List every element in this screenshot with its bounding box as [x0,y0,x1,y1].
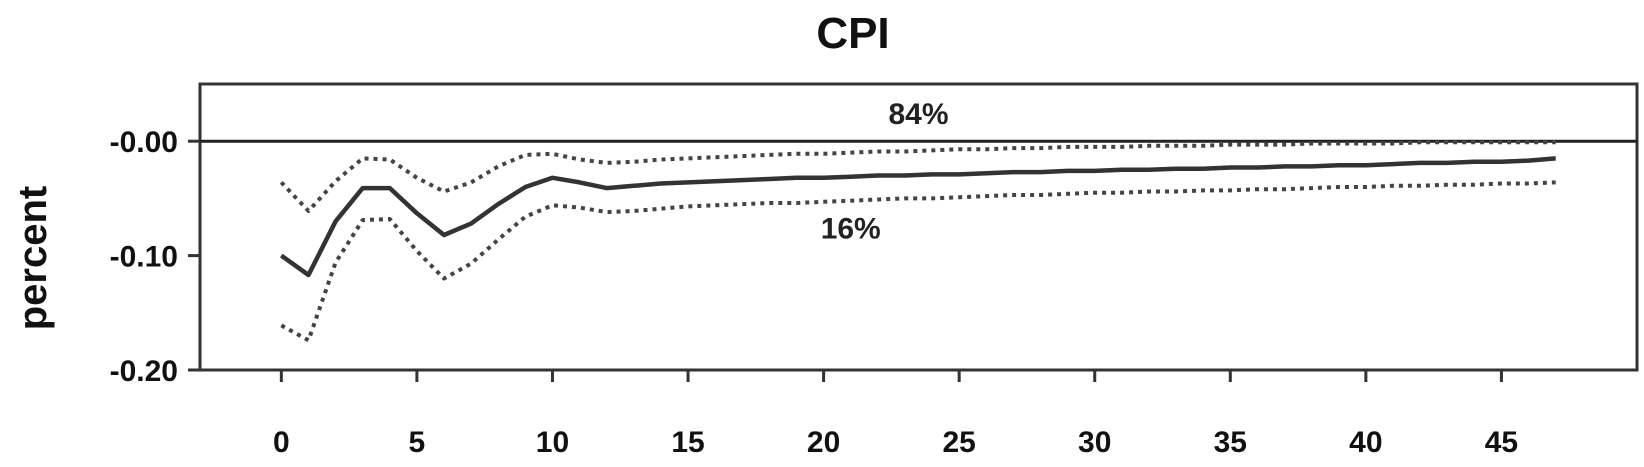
chart-title: CPI [816,9,889,58]
y-axis: -0.00 -0.10 -0.20 [110,126,200,388]
x-tick-label: 45 [1485,426,1518,459]
series-layer [279,140,1556,343]
x-tick-label: 40 [1349,426,1382,459]
y-axis-label: percent [11,186,55,331]
band-annotation: 84% [888,98,948,131]
x-tick-label: 15 [671,426,704,459]
x-tick-label: 0 [273,426,290,459]
x-tick-label: 10 [536,426,569,459]
series-line-16pct [280,180,1556,343]
x-tick-label: 25 [942,426,975,459]
x-tick-label: 5 [409,426,426,459]
x-tick-label: 20 [807,426,840,459]
y-tick-label: -0.20 [110,355,178,388]
band-annotation: 16% [821,212,881,245]
annotation-layer: 84% 16% [821,98,949,245]
plot-frame [198,82,1639,372]
x-tick-label: 35 [1214,426,1247,459]
x-tick-label: 30 [1078,426,1111,459]
y-tick-label: -0.10 [110,241,178,274]
y-tick-label: -0.00 [110,126,178,159]
x-axis: 0 5 10 15 20 25 30 35 40 45 [273,370,1518,459]
series-line-median [279,156,1556,278]
